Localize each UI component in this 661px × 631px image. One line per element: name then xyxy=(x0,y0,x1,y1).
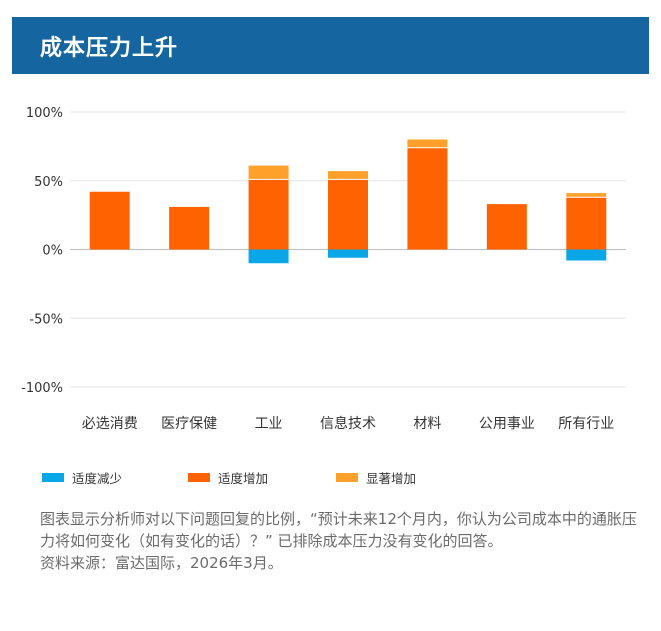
bar-moderate-decrease xyxy=(328,249,368,258)
legend-item-moderate-increase: 适度增加 xyxy=(188,468,268,487)
y-tick-label: 0% xyxy=(42,244,63,259)
y-tick-label: -100% xyxy=(21,381,63,396)
x-tick-label: 信息技术 xyxy=(320,415,376,432)
chart-header: 成本压力上升 xyxy=(12,17,649,74)
source-text: 资料来源：富达国际，2026年3月。 xyxy=(40,554,283,572)
bar-moderate-increase xyxy=(486,204,527,250)
legend: 适度减少 适度增加 显著增加 xyxy=(0,468,661,488)
bar-significant-increase xyxy=(248,165,289,180)
bar-moderate-decrease xyxy=(248,249,289,264)
legend-item-significant-increase: 显著增加 xyxy=(336,468,416,487)
legend-label-significant-increase: 显著增加 xyxy=(366,471,417,486)
legend-label-moderate-decrease: 适度减少 xyxy=(72,471,123,486)
chart-footnote: 图表显示分析师对以下问题回复的比例，“预计未来12个月内，你认为公司成本中的通胀… xyxy=(40,508,640,574)
y-tick-label: -50% xyxy=(29,312,63,327)
chart-title: 成本压力上升 xyxy=(40,36,179,61)
legend-swatch-significant-increase xyxy=(336,473,358,482)
legend-label-moderate-increase: 适度增加 xyxy=(218,471,269,486)
bar-moderate-increase xyxy=(328,179,368,250)
bar-chart: 100% 50% 0% -50% -100% 必选消费 医疗保健 工业 信息技术 材料 公用事业 所有… xyxy=(21,106,626,432)
legend-swatch-moderate-decrease xyxy=(42,473,64,482)
bar-significant-increase xyxy=(407,139,448,148)
legend-item-moderate-decrease: 适度减少 xyxy=(42,468,122,487)
bar-significant-increase xyxy=(328,171,368,180)
bar-moderate-increase xyxy=(169,206,210,250)
legend-swatch-moderate-increase xyxy=(188,473,210,482)
bar-moderate-decrease xyxy=(566,249,607,261)
bar-moderate-increase xyxy=(89,191,130,250)
x-tick-label: 公用事业 xyxy=(479,416,535,432)
y-tick-label: 50% xyxy=(34,175,63,190)
y-tick-label: 100% xyxy=(26,106,63,121)
footnote-text: 图表显示分析师对以下问题回复的比例，“预计未来12个月内，你认为公司成本中的通胀… xyxy=(40,510,637,550)
bar-moderate-increase xyxy=(407,147,448,250)
bar-moderate-increase xyxy=(566,197,607,250)
bar-moderate-increase xyxy=(248,179,289,250)
x-tick-label: 材料 xyxy=(413,416,441,432)
x-tick-label: 所有行业 xyxy=(558,416,614,432)
x-tick-label: 医疗保健 xyxy=(161,416,217,432)
x-tick-label: 工业 xyxy=(255,416,283,432)
x-tick-label: 必选消费 xyxy=(82,416,138,432)
bar-significant-increase xyxy=(566,193,607,198)
